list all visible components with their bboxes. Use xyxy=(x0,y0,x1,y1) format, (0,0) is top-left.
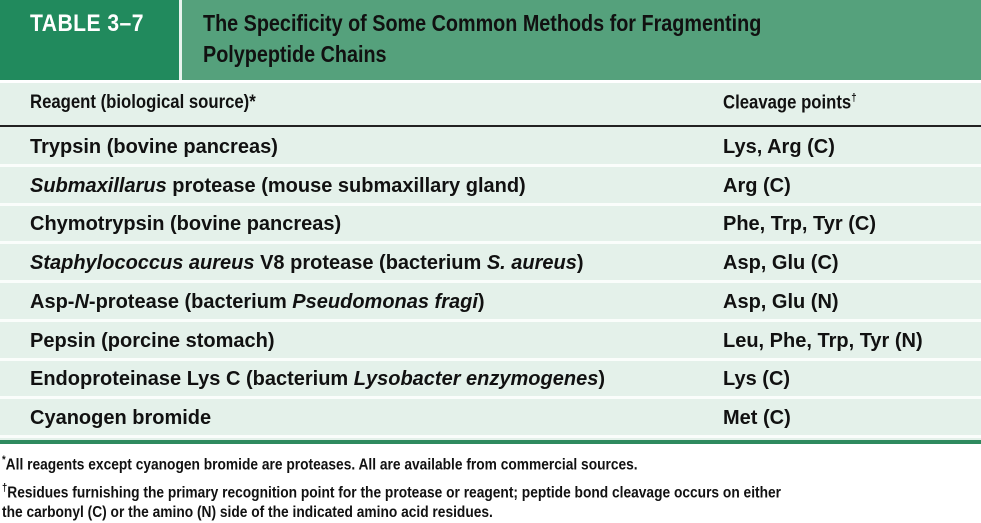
reagent-text: ) xyxy=(477,290,485,313)
reagent-text: ) xyxy=(598,368,605,391)
reagent-cell: Cyanogen bromide xyxy=(30,407,211,430)
table-title: The Specificity of Some Common Methods f… xyxy=(203,8,761,70)
cleavage-cell: Asp, Glu (N) xyxy=(723,290,839,313)
reagent-text: Endoproteinase Lys C (bacterium xyxy=(30,368,354,391)
reagent-text: Cyanogen bromide xyxy=(30,406,212,429)
table-title-line2: Polypeptide Chains xyxy=(203,41,387,67)
table-row: Pepsin (porcine stomach) Leu, Phe, Trp, T… xyxy=(0,324,981,361)
reagent-cell: Endoproteinase Lys C (bacterium Lysobact… xyxy=(30,368,605,391)
footnote-2: †Residues furnishing the primary recogni… xyxy=(2,478,781,523)
reagent-cell: Chymotrypsin (bovine pancreas) xyxy=(30,213,341,236)
reagent-text: Pseudomonas fragi xyxy=(292,290,478,313)
footnote-1-text: All reagents except cyanogen bromide are… xyxy=(5,456,638,474)
reagent-text: Pepsin (porcine stomach) xyxy=(30,329,275,352)
table-row: Staphylococcus aureus V8 protease (bacte… xyxy=(0,246,981,284)
table-row: Endoproteinase Lys C (bacterium Lysobact… xyxy=(0,362,981,400)
column-header-reagent: Reagent (biological source)* xyxy=(30,92,256,113)
reagent-text: Chymotrypsin (bovine pancreas) xyxy=(30,213,342,236)
column-header-cleavage-text: Cleavage points xyxy=(723,92,852,114)
column-header-row: Reagent (biological source)* Cleavage po… xyxy=(0,83,981,127)
table-row: Trypsin (bovine pancreas) Lys, Arg (C) xyxy=(0,130,981,167)
reagent-text: protease (mouse submaxillary gland) xyxy=(166,174,526,197)
footnote-1: *All reagents except cyanogen bromide ar… xyxy=(2,450,638,475)
column-header-cleavage: Cleavage points† xyxy=(723,92,857,114)
dagger-mark: † xyxy=(2,482,8,494)
table-title-line1: The Specificity of Some Common Methods f… xyxy=(203,10,762,36)
table-bottom-rule xyxy=(0,440,981,444)
cleavage-cell: Asp, Glu (C) xyxy=(723,252,839,275)
asterisk-mark: * xyxy=(2,454,6,466)
reagent-text: N xyxy=(74,290,89,313)
footnote-2-line1: Residues furnishing the primary recognit… xyxy=(7,484,782,502)
reagent-text: V8 protease (bacterium xyxy=(254,252,487,275)
reagent-cell: Asp-N-protease (bacterium Pseudomonas fr… xyxy=(30,291,485,314)
table-row: Cyanogen bromide Met (C) xyxy=(0,401,981,438)
footnote-2-line2: the carbonyl (C) or the amino (N) side o… xyxy=(2,504,493,522)
cleavage-cell: Met (C) xyxy=(723,406,791,429)
cleavage-cell: Arg (C) xyxy=(723,174,791,197)
table-row: Submaxillarus protease (mouse submaxilla… xyxy=(0,169,981,206)
reagent-text: Lysobacter enzymogenes xyxy=(353,368,599,391)
reagent-text: Submaxillarus xyxy=(30,174,167,197)
reagent-text: ) xyxy=(576,252,584,275)
cleavage-cell: Leu, Phe, Trp, Tyr (N) xyxy=(723,329,923,352)
table-label-box: TABLE 3–7 xyxy=(0,0,182,80)
table-row: Asp-N-protease (bacterium Pseudomonas fr… xyxy=(0,285,981,322)
reagent-cell: Staphylococcus aureus V8 protease (bacte… xyxy=(30,252,584,275)
table-body: Reagent (biological source)* Cleavage po… xyxy=(0,83,981,440)
table-row: Chymotrypsin (bovine pancreas) Phe, Trp, … xyxy=(0,207,981,245)
dagger-mark: † xyxy=(851,92,857,104)
reagent-text: Asp- xyxy=(30,290,75,313)
reagent-text: S. aureus xyxy=(486,252,577,275)
cleavage-cell: Phe, Trp, Tyr (C) xyxy=(723,213,876,236)
cleavage-cell: Lys (C) xyxy=(723,368,791,391)
table-label: TABLE 3–7 xyxy=(30,10,144,37)
cleavage-cell: Lys, Arg (C) xyxy=(723,136,835,158)
reagent-cell: Pepsin (porcine stomach) xyxy=(30,330,275,353)
reagent-text: Trypsin (bovine pancreas) xyxy=(30,136,278,158)
reagent-cell: Submaxillarus protease (mouse submaxilla… xyxy=(30,175,526,198)
table-header-bar: TABLE 3–7 The Specificity of Some Common… xyxy=(0,0,981,80)
reagent-text: Staphylococcus aureus xyxy=(30,252,255,275)
reagent-cell: Trypsin (bovine pancreas) xyxy=(30,136,278,159)
reagent-text: -protease (bacterium xyxy=(88,290,293,313)
